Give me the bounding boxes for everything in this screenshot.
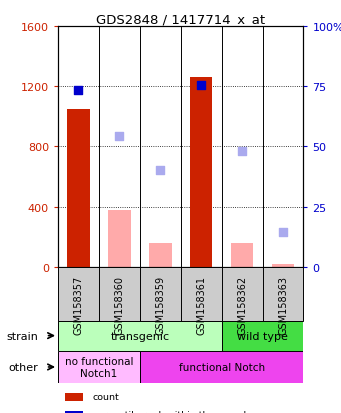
Text: functional Notch: functional Notch	[179, 362, 265, 372]
Text: GSM158361: GSM158361	[196, 275, 206, 334]
Point	[239, 148, 245, 155]
Bar	[67, 109, 90, 267]
Title: GDS2848 / 1417714_x_at: GDS2848 / 1417714_x_at	[96, 13, 265, 26]
Point	[158, 167, 163, 173]
Text: other: other	[9, 362, 38, 372]
Text: GSM158362: GSM158362	[237, 275, 247, 334]
Text: strain: strain	[6, 331, 38, 341]
Bar	[140, 351, 303, 383]
Bar	[190, 78, 212, 267]
Bar	[58, 321, 222, 351]
Bar	[231, 244, 253, 267]
Bar	[272, 264, 294, 267]
Bar	[108, 210, 131, 267]
Point	[198, 82, 204, 89]
Bar	[222, 321, 303, 351]
Text: GSM158357: GSM158357	[73, 275, 84, 334]
Bar	[149, 243, 172, 267]
Bar	[58, 351, 140, 383]
Text: no functional
Notch1: no functional Notch1	[65, 356, 133, 378]
Bar	[65, 393, 83, 401]
Point	[280, 229, 286, 236]
Text: GSM158360: GSM158360	[114, 275, 124, 334]
Point	[76, 88, 81, 94]
Point	[117, 133, 122, 140]
Bar	[65, 411, 83, 413]
Text: transgenic: transgenic	[110, 331, 169, 341]
Text: count: count	[92, 392, 119, 401]
Text: percentile rank within the sample: percentile rank within the sample	[92, 411, 252, 413]
Text: GSM158363: GSM158363	[278, 275, 288, 334]
Text: wild type: wild type	[237, 331, 288, 341]
Text: GSM158359: GSM158359	[155, 275, 165, 334]
